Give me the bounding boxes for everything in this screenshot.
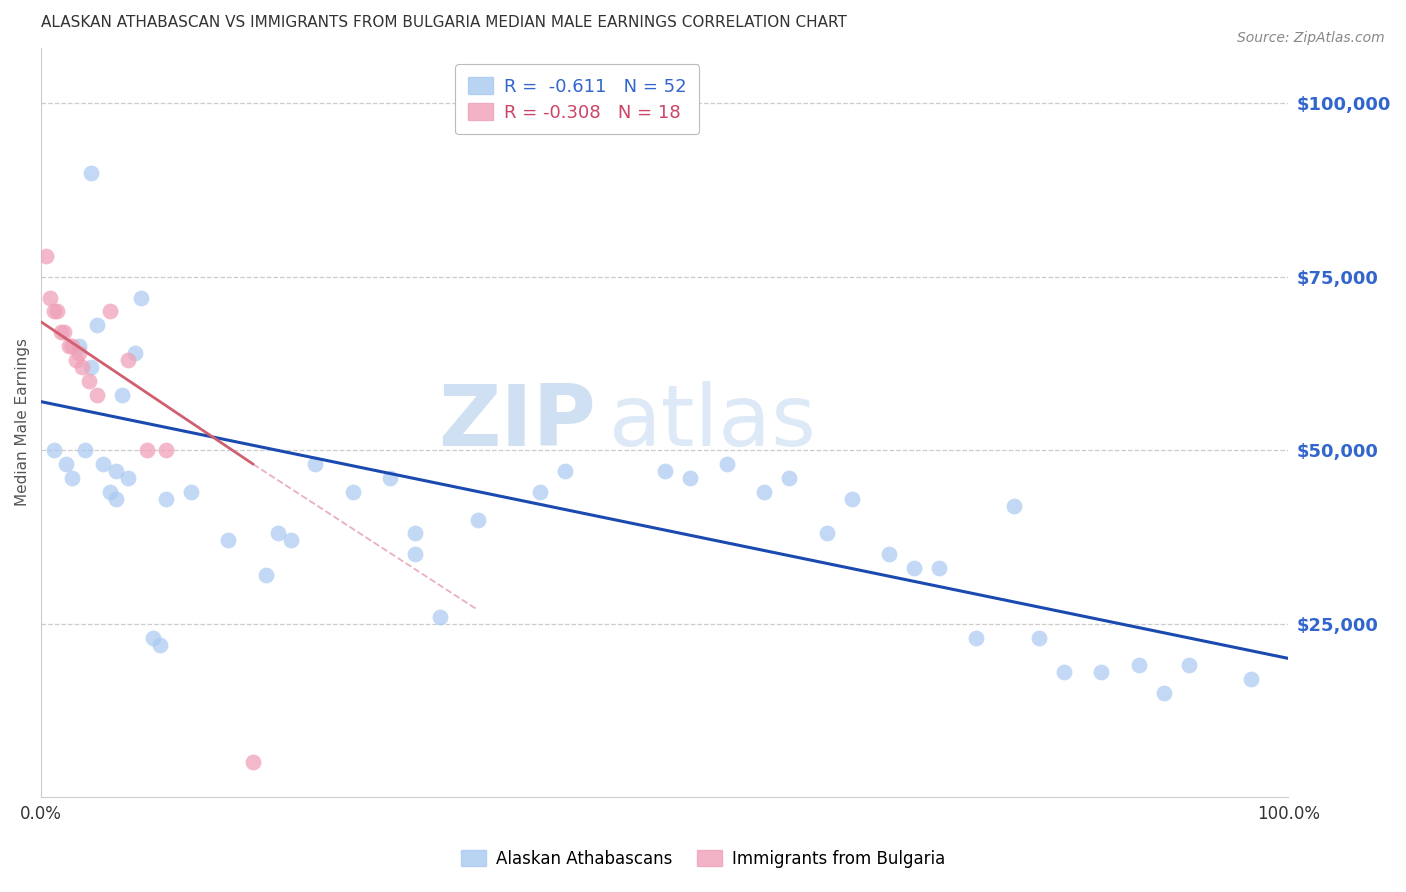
Point	[104, 491, 127, 506]
Point	[928, 561, 950, 575]
Point	[966, 631, 988, 645]
Point	[429, 609, 451, 624]
Point	[58, 339, 80, 353]
Point	[129, 291, 152, 305]
Point	[841, 491, 863, 506]
Point	[754, 484, 776, 499]
Text: atlas: atlas	[609, 381, 817, 464]
Point	[554, 464, 576, 478]
Point	[46, 304, 69, 318]
Point	[280, 533, 302, 548]
Point	[716, 457, 738, 471]
Point	[1028, 631, 1050, 645]
Point	[80, 166, 103, 180]
Point	[1090, 665, 1112, 680]
Point	[60, 339, 83, 353]
Point	[404, 526, 426, 541]
Point	[80, 359, 103, 374]
Point	[142, 631, 165, 645]
Point	[267, 526, 290, 541]
Point	[111, 388, 134, 402]
Point	[903, 561, 925, 575]
Point	[877, 547, 900, 561]
Point	[117, 353, 139, 368]
Point	[242, 756, 264, 770]
Point	[38, 291, 60, 305]
Point	[86, 318, 108, 333]
Point	[1240, 672, 1263, 686]
Point	[342, 484, 364, 499]
Point	[124, 346, 146, 360]
Point	[136, 443, 159, 458]
Point	[529, 484, 551, 499]
Point	[52, 326, 75, 340]
Y-axis label: Median Male Earnings: Median Male Earnings	[15, 338, 30, 507]
Point	[1177, 658, 1199, 673]
Point	[73, 443, 96, 458]
Point	[254, 568, 277, 582]
Point	[98, 484, 121, 499]
Point	[86, 388, 108, 402]
Point	[155, 491, 177, 506]
Point	[1053, 665, 1076, 680]
Text: ALASKAN ATHABASCAN VS IMMIGRANTS FROM BULGARIA MEDIAN MALE EARNINGS CORRELATION : ALASKAN ATHABASCAN VS IMMIGRANTS FROM BU…	[41, 15, 846, 30]
Point	[380, 471, 402, 485]
Point	[98, 304, 121, 318]
Point	[654, 464, 676, 478]
Point	[35, 249, 58, 263]
Legend: R =  -0.611   N = 52, R = -0.308   N = 18: R = -0.611 N = 52, R = -0.308 N = 18	[456, 64, 699, 135]
Point	[72, 359, 94, 374]
Point	[217, 533, 239, 548]
Point	[815, 526, 838, 541]
Text: Source: ZipAtlas.com: Source: ZipAtlas.com	[1237, 31, 1385, 45]
Point	[1153, 686, 1175, 700]
Point	[180, 484, 202, 499]
Point	[104, 464, 127, 478]
Point	[77, 374, 100, 388]
Point	[155, 443, 177, 458]
Point	[679, 471, 702, 485]
Point	[42, 304, 65, 318]
Point	[67, 339, 90, 353]
Point	[304, 457, 326, 471]
Point	[60, 471, 83, 485]
Text: ZIP: ZIP	[439, 381, 596, 464]
Point	[1002, 499, 1025, 513]
Point	[49, 326, 72, 340]
Point	[42, 443, 65, 458]
Point	[467, 513, 489, 527]
Point	[55, 457, 77, 471]
Point	[117, 471, 139, 485]
Point	[67, 346, 90, 360]
Point	[1128, 658, 1150, 673]
Point	[65, 353, 87, 368]
Point	[404, 547, 426, 561]
Legend: Alaskan Athabascans, Immigrants from Bulgaria: Alaskan Athabascans, Immigrants from Bul…	[454, 844, 952, 875]
Point	[93, 457, 115, 471]
Point	[778, 471, 800, 485]
Point	[149, 638, 172, 652]
